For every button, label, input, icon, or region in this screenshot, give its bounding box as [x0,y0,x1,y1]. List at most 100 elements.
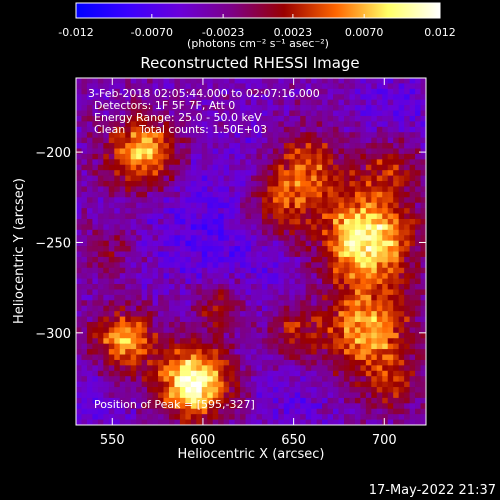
heatmap-cell [163,78,170,84]
heatmap-cell [333,397,339,404]
heatmap-cell [338,218,345,225]
heatmap-cell [174,132,181,139]
heatmap-cell [97,94,104,101]
heatmap-cell [81,115,88,122]
heatmap-cell [81,392,88,399]
heatmap-cell [218,397,225,404]
heatmap-cell [136,240,143,247]
heatmap-cell [316,359,323,366]
heatmap-cell [185,202,192,209]
heatmap-cell [207,208,214,214]
heatmap-cell [76,359,82,366]
heatmap-cell [272,262,279,269]
heatmap-cell [86,273,93,280]
heatmap-cell [168,137,175,144]
heatmap-cell [141,208,148,214]
heatmap-cell [185,88,192,95]
heatmap-cell [300,153,307,160]
heatmap-cell [185,251,192,258]
heatmap-cell [125,229,132,236]
heatmap-cell [251,397,257,404]
heatmap-cell [376,105,383,111]
heatmap-cell [147,354,153,361]
heatmap-cell [278,240,285,247]
heatmap-cell [278,170,285,176]
heatmap-cell [404,332,410,339]
heatmap-cell [376,94,383,101]
heatmap-cell [114,143,121,149]
heatmap-cell [256,197,263,204]
heatmap-cell [294,159,301,166]
heatmap-cell [415,213,421,220]
heatmap-cell [76,229,82,236]
heatmap-cell [251,251,257,258]
heatmap-cell [158,321,164,328]
heatmap-cell [207,224,214,231]
heatmap-cell [376,202,383,209]
heatmap-cell [360,235,367,242]
heatmap-cell [415,294,421,301]
heatmap-cell [404,403,410,410]
heatmap-cell [289,387,296,393]
heatmap-cell [125,294,132,301]
heatmap-cell [163,229,170,236]
heatmap-cell [393,370,400,377]
heatmap-cell [229,273,235,280]
heatmap-cell [322,327,328,334]
heatmap-cell [179,349,186,355]
heatmap-cell [223,202,230,209]
heatmap-cell [283,300,290,307]
heatmap-cell [223,246,230,252]
heatmap-cell [294,419,301,426]
heatmap-cell [229,349,235,355]
heatmap-cell [267,110,274,117]
heatmap-cell [97,186,104,193]
heatmap-cell [343,327,350,334]
heatmap-cell [147,181,153,187]
heatmap-cell [147,251,153,258]
heatmap-cell [267,148,274,155]
heatmap-cell [229,218,235,225]
heatmap-cell [311,354,318,361]
heatmap-cell [103,316,110,323]
heatmap-cell [196,202,203,209]
heatmap-cell [376,289,383,296]
heatmap-cell [212,105,219,111]
heatmap-cell [136,143,143,149]
heatmap-cell [234,121,241,128]
heatmap-cell [201,359,208,366]
heatmap-cell [322,403,328,410]
heatmap-cell [365,419,372,426]
heatmap-cell [168,408,175,415]
heatmap-cell [190,121,197,128]
heatmap-cell [223,229,230,236]
heatmap-cell [354,311,361,317]
heatmap-cell [409,414,416,420]
heatmap-cell [300,121,307,128]
heatmap-cell [398,159,405,166]
heatmap-cell [387,246,394,252]
heatmap-cell [349,126,356,133]
heatmap-cell [404,300,410,307]
heatmap-cell [92,137,99,144]
heatmap-cell [136,229,143,236]
heatmap-cell [86,99,93,106]
heatmap-cell [327,289,334,296]
heatmap-cell [207,267,214,274]
heatmap-cell [261,332,268,339]
heatmap-cell [234,370,241,377]
heatmap-cell [387,94,394,101]
heatmap-cell [322,224,328,231]
heatmap-cell [322,321,328,328]
heatmap-cell [289,132,296,139]
heatmap-cell [125,408,132,415]
heatmap-cell [81,387,88,393]
heatmap-cell [300,332,307,339]
heatmap-cell [163,376,170,383]
heatmap-cell [103,186,110,193]
heatmap-cell [305,251,312,258]
heatmap-cell [152,181,159,187]
heatmap-cell [354,218,361,225]
heatmap-cell [398,208,405,214]
heatmap-cell [354,419,361,426]
